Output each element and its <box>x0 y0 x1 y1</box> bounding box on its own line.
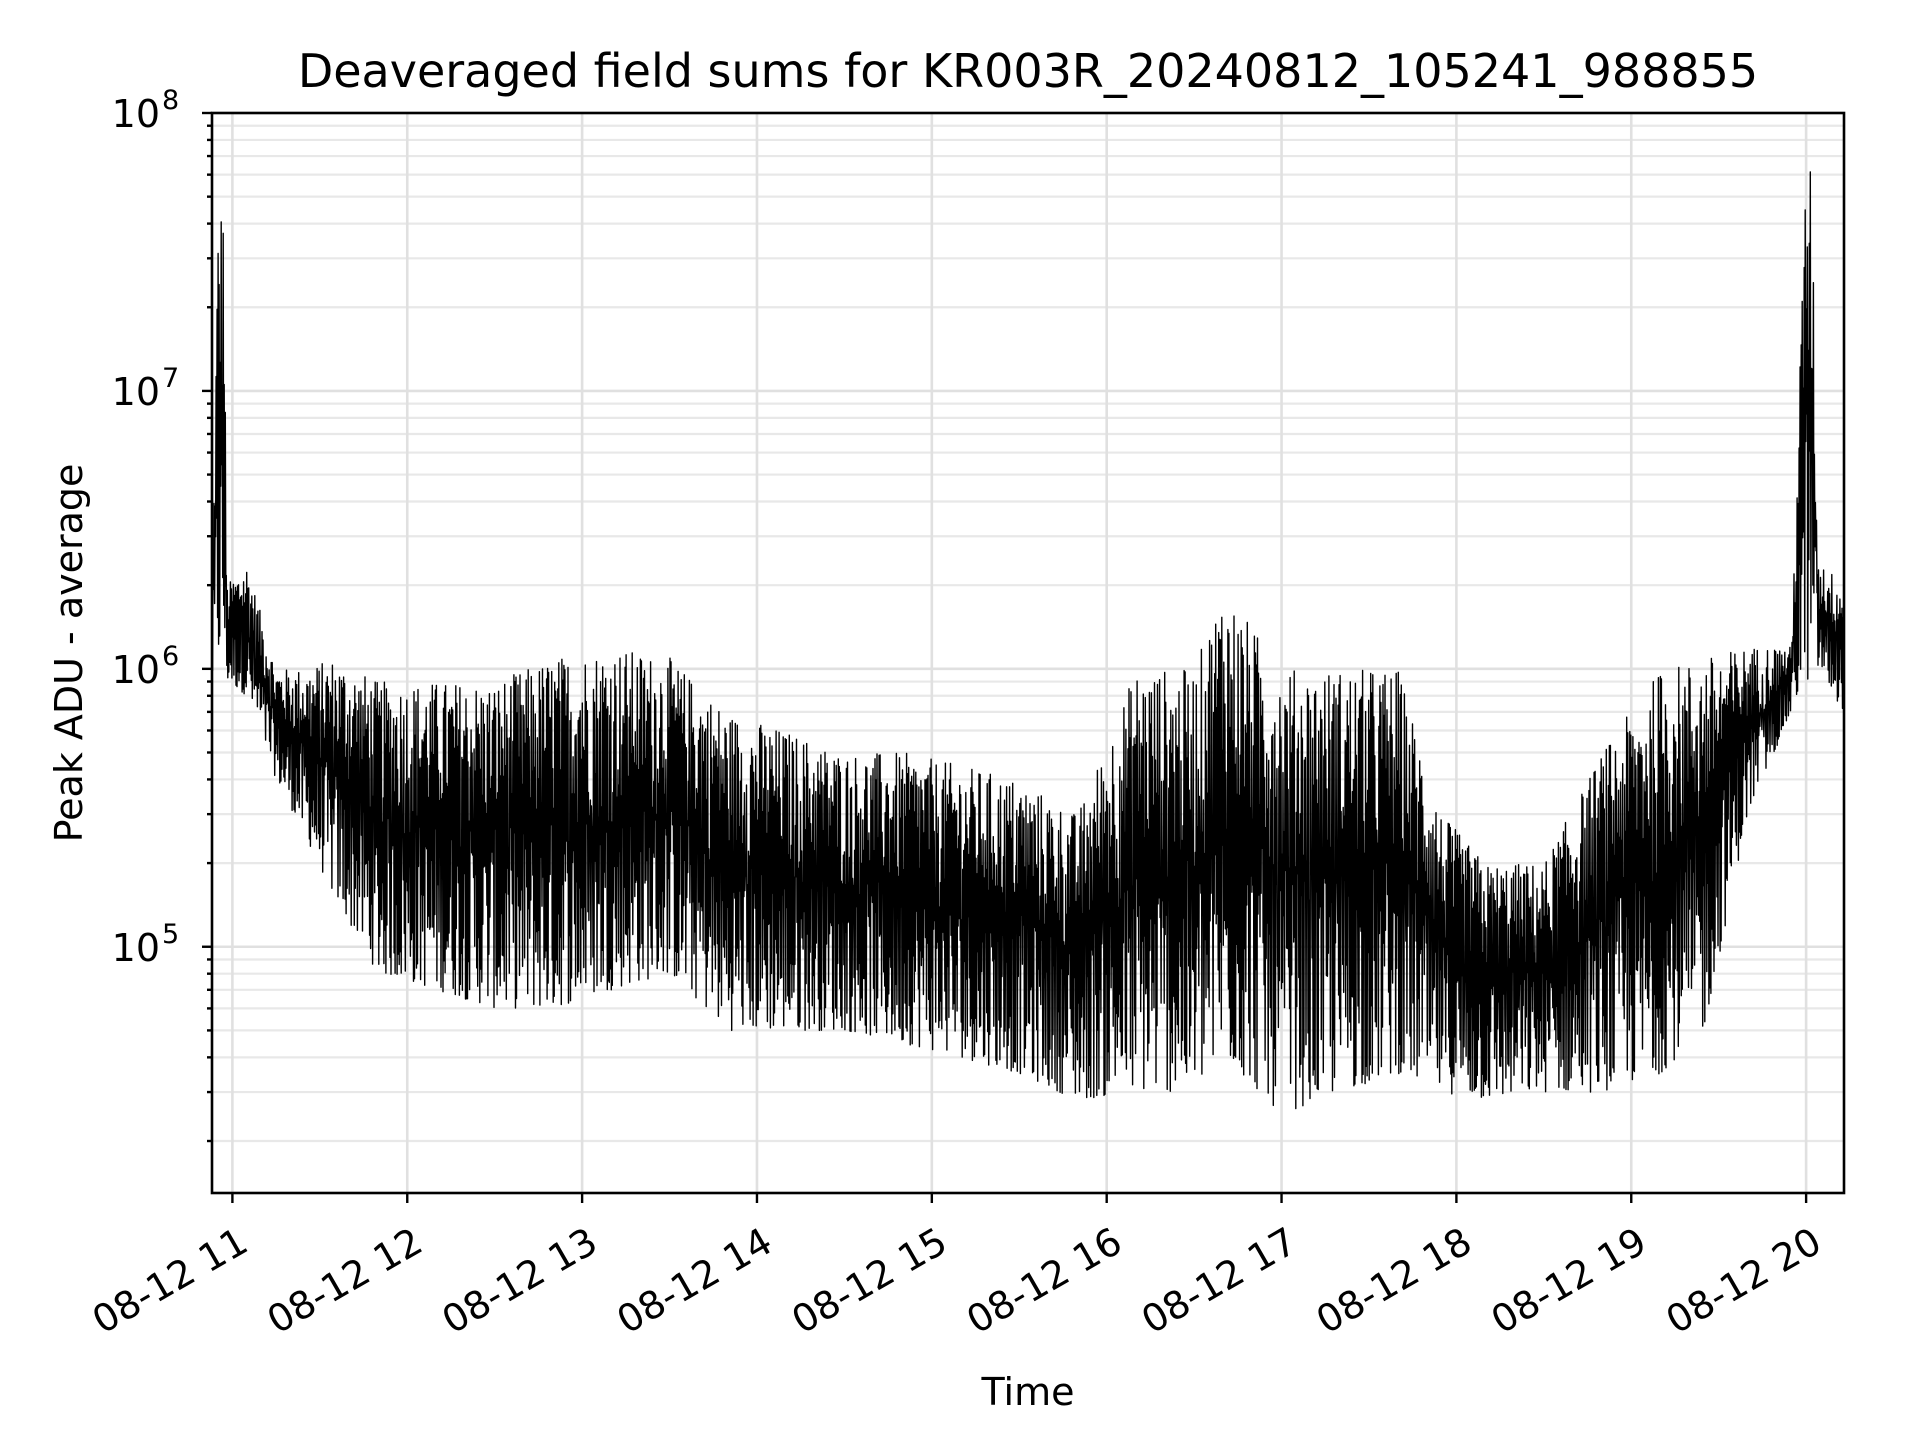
series-line <box>211 171 1845 1110</box>
series-layer <box>211 171 1845 1110</box>
plot-frame <box>210 111 1846 1195</box>
tick-marks <box>202 111 1808 1203</box>
y-tick-label: 10 <box>112 92 160 136</box>
y-axis-label: Peak ADU - average <box>47 464 91 843</box>
x-axis-label: Time <box>981 1370 1075 1414</box>
y-tick-exponent: 5 <box>162 919 179 950</box>
y-tick-label: 10 <box>112 370 160 414</box>
y-tick-exponent: 8 <box>162 85 179 116</box>
y-tick-label: 10 <box>112 926 160 970</box>
chart-title: Deaveraged field sums for KR003R_2024081… <box>298 44 1758 98</box>
y-tick-label: 10 <box>112 648 160 692</box>
y-tick-exponent: 7 <box>162 363 179 394</box>
y-tick-exponent: 6 <box>162 641 179 672</box>
